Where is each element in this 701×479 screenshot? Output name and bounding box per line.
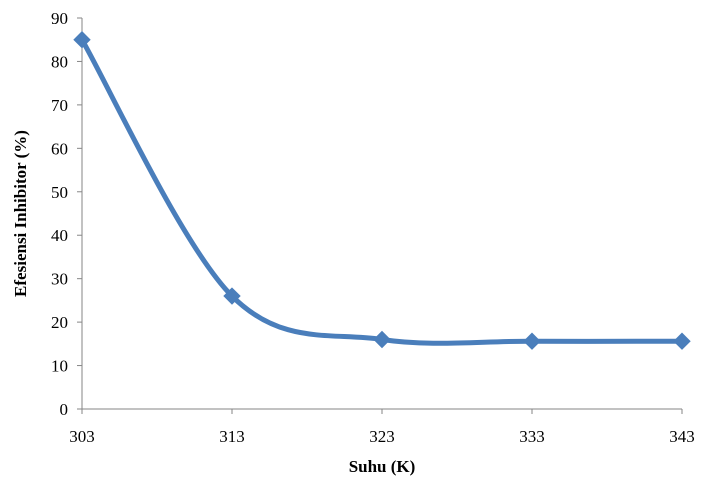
y-tick-label: 50 [51,183,68,202]
y-tick-marks [77,17,82,410]
y-tick-label: 70 [51,96,68,115]
x-tick-label: 343 [669,427,695,446]
series-line [79,37,685,346]
y-tick-label: 30 [51,270,68,289]
y-tick-label: 90 [51,9,68,28]
x-tick-label: 303 [69,427,95,446]
y-tick-label: 40 [51,226,68,245]
series-layer [73,31,691,350]
y-tick-label: 80 [51,52,68,71]
data-point-marker [73,31,91,49]
y-tick-label: 20 [51,313,68,332]
data-point-marker [373,330,391,349]
y-tick-label: 10 [51,357,68,376]
data-point-marker [673,332,691,350]
x-axis-title: Suhu (K) [349,457,416,476]
x-tick-marks [81,409,683,414]
x-tick-label: 323 [369,427,395,446]
y-tick-label: 60 [51,139,68,158]
x-tick-label: 313 [219,427,245,446]
y-tick-label: 0 [60,400,69,419]
x-tick-labels: 303 313 323 333 343 [69,427,695,446]
x-tick-label: 333 [519,427,545,446]
data-point-marker [223,287,241,305]
data-point-marker [523,332,541,350]
y-tick-labels: 0 10 20 30 40 50 60 70 80 90 [51,9,68,419]
y-axis-title: Efesiensi Inhibitor (%) [11,130,30,297]
